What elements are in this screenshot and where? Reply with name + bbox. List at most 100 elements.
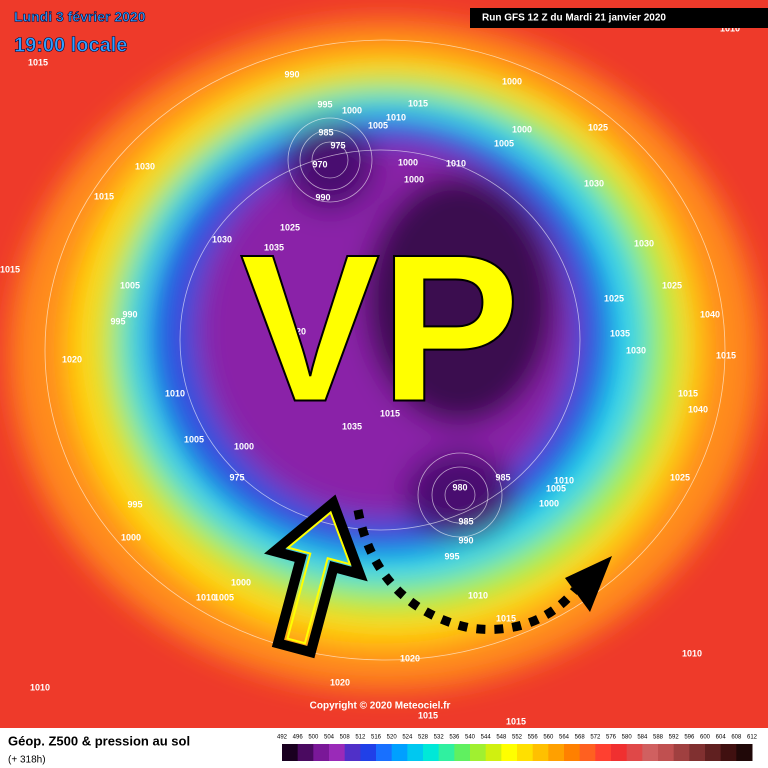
scale-label: 596 xyxy=(684,735,695,741)
isobar-label: 1000 xyxy=(404,174,424,184)
scale-label: 500 xyxy=(308,735,319,741)
scale-swatch xyxy=(407,744,424,761)
isobar-label: 1025 xyxy=(588,122,608,132)
legend-title: Géop. Z500 & pression au sol xyxy=(8,733,190,748)
scale-swatch xyxy=(360,744,377,761)
isobar-label: 1000 xyxy=(398,157,418,167)
isobar-label: 985 xyxy=(458,516,473,526)
isobar-label: 1025 xyxy=(662,280,682,290)
isobar-label: 1010 xyxy=(682,648,702,658)
lead-time: (+ 318h) xyxy=(8,755,46,766)
scale-label: 612 xyxy=(747,735,758,741)
isobar-label: 1030 xyxy=(584,178,604,188)
scale-label: 492 xyxy=(277,735,288,741)
isobar-label: 1020 xyxy=(62,354,82,364)
isobar-label: 995 xyxy=(127,499,142,509)
scale-label: 572 xyxy=(590,735,601,741)
isobar-label: 1010 xyxy=(554,475,574,485)
isobar-label: 1005 xyxy=(546,483,566,493)
isobar-label: 1015 xyxy=(380,408,400,418)
isobar-label: 1030 xyxy=(135,161,155,171)
scale-label: 584 xyxy=(637,735,648,741)
geopotential-field xyxy=(0,0,768,728)
isobar-label: 995 xyxy=(317,99,332,109)
isobar-label: 1035 xyxy=(610,328,630,338)
scale-label: 524 xyxy=(402,735,413,741)
isobar-label: 1035 xyxy=(264,242,284,252)
isobar-label: 1010 xyxy=(386,112,406,122)
scale-label: 536 xyxy=(449,735,460,741)
isobar-label: 970 xyxy=(312,159,327,169)
scale-label: 496 xyxy=(293,735,304,741)
isobar-label: 1035 xyxy=(342,421,362,431)
isobar-label: 1005 xyxy=(494,138,514,148)
scale-swatch xyxy=(438,744,455,761)
isobar-label: 1010 xyxy=(720,23,740,33)
scale-label: 580 xyxy=(622,735,633,741)
isobar-label: 1030 xyxy=(634,238,654,248)
scale-swatch xyxy=(329,744,346,761)
isobar-label: 1020 xyxy=(330,677,350,687)
scale-swatch xyxy=(313,744,330,761)
scale-swatch xyxy=(282,744,299,761)
isobar-label: 1010 xyxy=(30,682,50,692)
scale-label: 520 xyxy=(387,735,398,741)
isobar-label: 1020 xyxy=(400,653,420,663)
isobar-label: 1040 xyxy=(700,309,720,319)
scale-swatch xyxy=(344,744,361,761)
scale-swatch xyxy=(376,744,393,761)
isobar-label: 1005 xyxy=(184,434,204,444)
isobar-label: 1010 xyxy=(196,592,216,602)
scale-swatch xyxy=(391,744,408,761)
scale-label: 516 xyxy=(371,735,382,741)
run-info: Run GFS 12 Z du Mardi 21 janvier 2020 xyxy=(482,13,666,24)
run-box xyxy=(470,8,768,28)
scale-swatch xyxy=(720,744,737,761)
scale-label: 528 xyxy=(418,735,429,741)
isobar-label: 1000 xyxy=(121,532,141,542)
scale-label: 556 xyxy=(528,735,539,741)
hollow-arrow xyxy=(264,494,368,659)
isobar-label: 1000 xyxy=(502,76,522,86)
scale-swatch xyxy=(517,744,534,761)
isobar-label: 995 xyxy=(444,551,459,561)
scale-label: 552 xyxy=(512,735,523,741)
isobar-label: 1010 xyxy=(165,388,185,398)
isobar-label: 1010 xyxy=(446,158,466,168)
scale-swatch xyxy=(579,744,596,761)
scale-swatch xyxy=(423,744,440,761)
scale-swatch xyxy=(485,744,502,761)
isobar-label: 1000 xyxy=(342,105,362,115)
isobar-label: 975 xyxy=(330,140,345,150)
scale-label: 588 xyxy=(653,735,664,741)
isobar-label: 980 xyxy=(452,482,467,492)
isobar-label: 1005 xyxy=(368,120,388,130)
scale-swatch xyxy=(501,744,518,761)
isobar-label: 1015 xyxy=(94,191,114,201)
scale-swatch xyxy=(642,744,659,761)
copyright: Copyright © 2020 Meteociel.fr xyxy=(310,701,451,712)
scale-swatch xyxy=(595,744,612,761)
scale-label: 576 xyxy=(606,735,617,741)
scale-swatch xyxy=(470,744,487,761)
vp-annotation: VP xyxy=(240,210,520,445)
scale-swatch xyxy=(705,744,722,761)
isobar-label: 1015 xyxy=(716,350,736,360)
isobar-label: 1015 xyxy=(506,716,526,726)
isobar-label: 1000 xyxy=(234,441,254,451)
isobar-label: 1025 xyxy=(670,472,690,482)
scale-label: 512 xyxy=(355,735,366,741)
isobar-label: 1015 xyxy=(418,710,438,720)
scale-swatch xyxy=(736,744,753,761)
isobar-label: 1000 xyxy=(231,577,251,587)
isobar-label: 990 xyxy=(122,309,137,319)
isobar-label: 1000 xyxy=(512,124,532,134)
isobar-label: 1015 xyxy=(678,388,698,398)
scale-label: 504 xyxy=(324,735,335,741)
isobar-label: 1040 xyxy=(688,404,708,414)
scale-label: 600 xyxy=(700,735,711,741)
scale-label: 564 xyxy=(559,735,570,741)
dotted-arrow xyxy=(353,509,612,634)
